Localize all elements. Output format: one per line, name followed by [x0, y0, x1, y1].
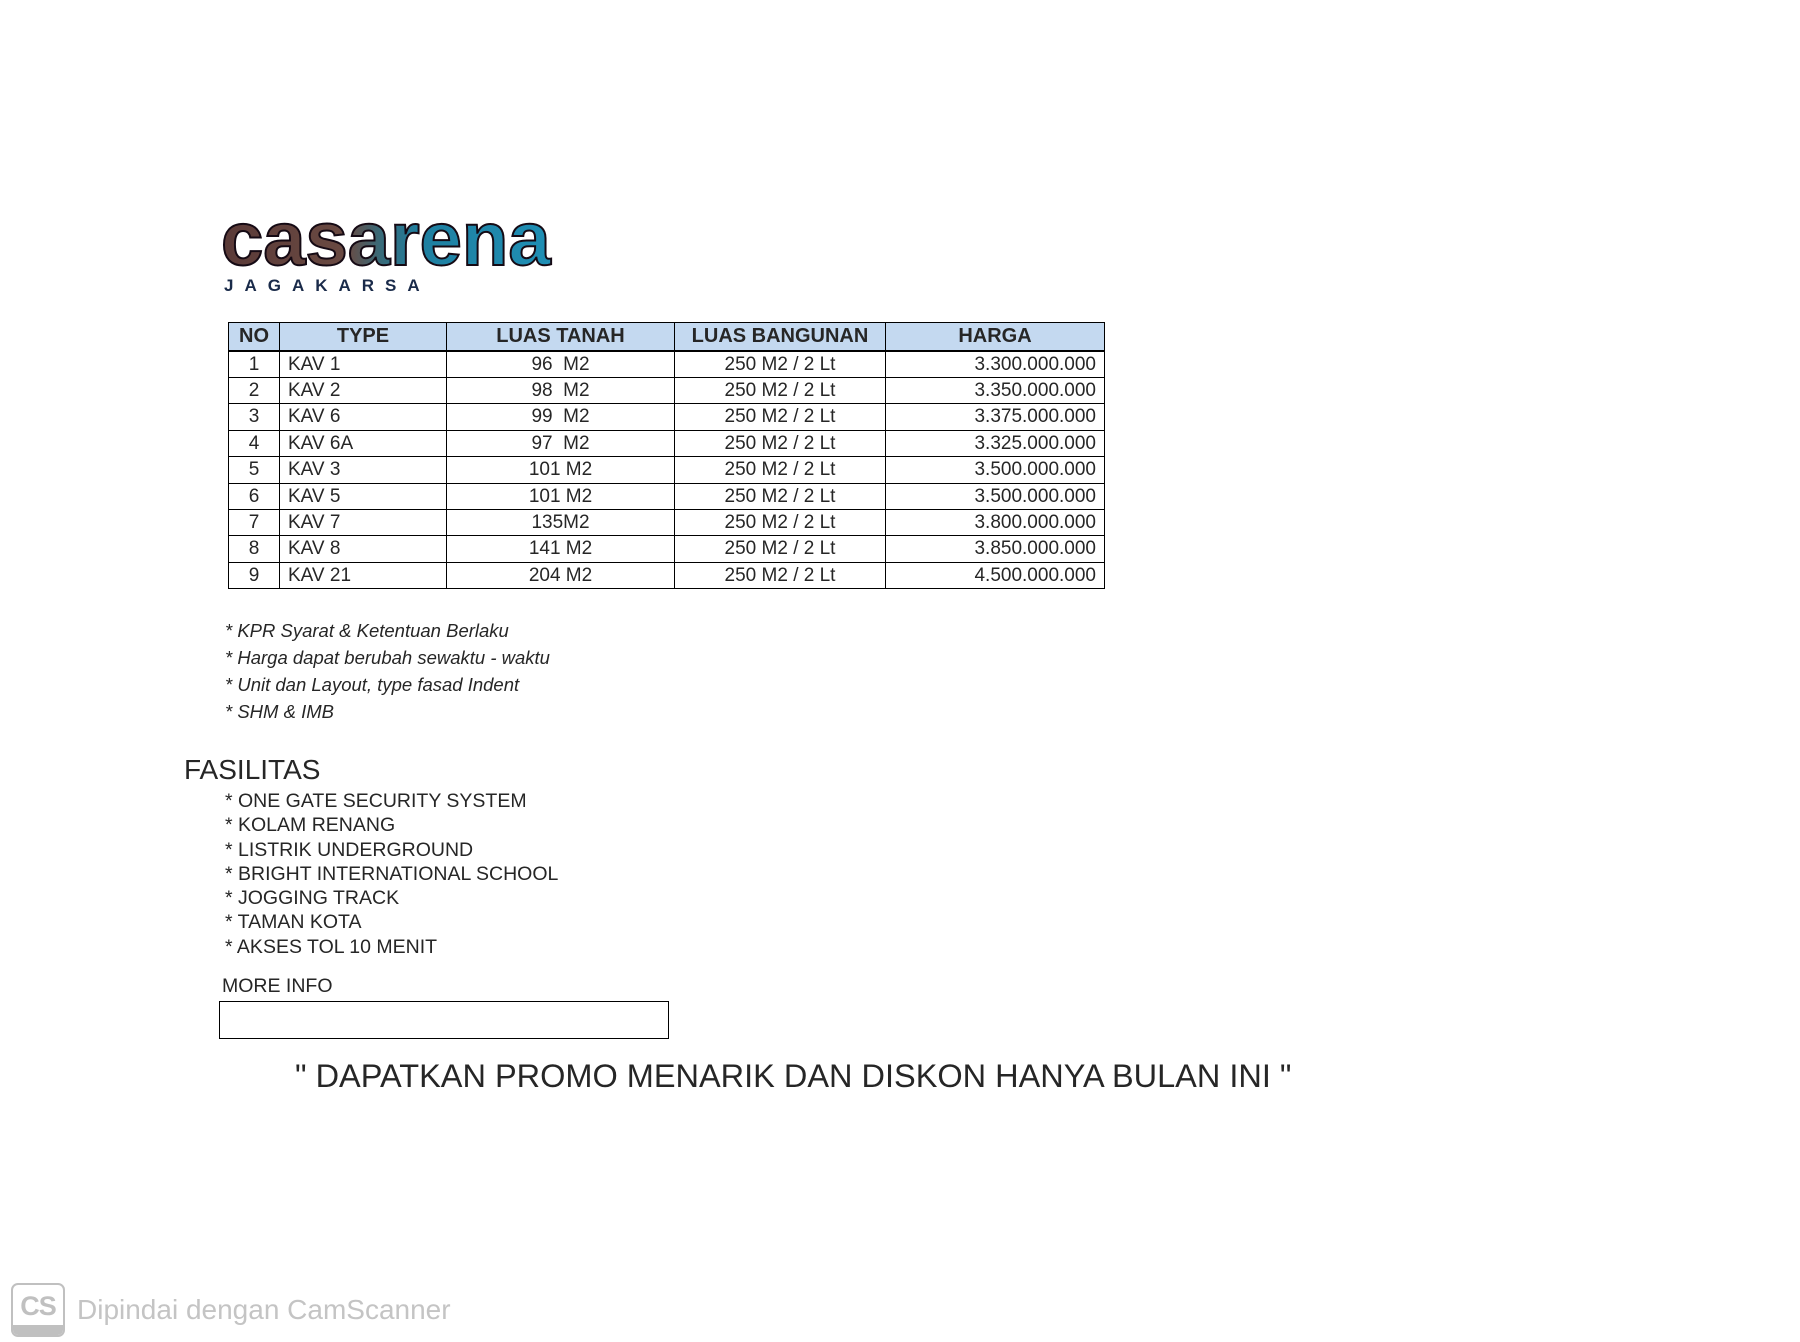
svg-text:casarena: casarena: [221, 197, 551, 282]
svg-text:JAGAKARSA: JAGAKARSA: [224, 276, 431, 295]
